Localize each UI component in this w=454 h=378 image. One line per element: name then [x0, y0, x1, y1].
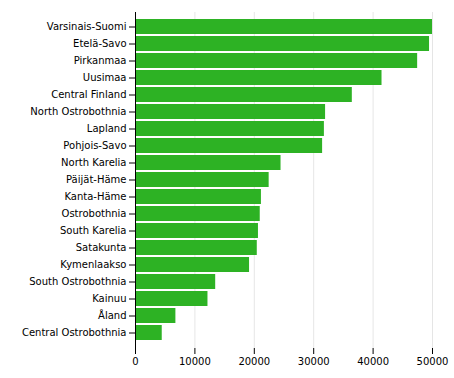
svg-text:Päijät-Häme: Päijät-Häme: [66, 174, 126, 185]
svg-text:Central Finland: Central Finland: [51, 89, 126, 100]
svg-text:Pirkanmaa: Pirkanmaa: [74, 55, 127, 66]
svg-text:20000: 20000: [238, 356, 270, 367]
svg-text:Uusimaa: Uusimaa: [83, 72, 127, 83]
svg-text:Åland: Åland: [98, 309, 126, 321]
svg-text:Lapland: Lapland: [87, 123, 127, 134]
svg-text:Central Ostrobothnia: Central Ostrobothnia: [22, 327, 127, 338]
svg-text:North Ostrobothnia: North Ostrobothnia: [30, 106, 126, 117]
svg-text:30000: 30000: [298, 356, 330, 367]
svg-text:Pohjois-Savo: Pohjois-Savo: [63, 140, 126, 151]
svg-text:Etelä-Savo: Etelä-Savo: [73, 38, 126, 49]
svg-text:South Karelia: South Karelia: [60, 225, 126, 236]
svg-text:Satakunta: Satakunta: [76, 242, 127, 253]
svg-text:Kainuu: Kainuu: [92, 293, 126, 304]
svg-text:0: 0: [132, 356, 138, 367]
svg-text:50000: 50000: [417, 356, 449, 367]
svg-text:Varsinais-Suomi: Varsinais-Suomi: [47, 21, 127, 32]
svg-text:Kanta-Häme: Kanta-Häme: [64, 191, 126, 202]
svg-text:10000: 10000: [179, 356, 211, 367]
svg-text:40000: 40000: [357, 356, 389, 367]
svg-text:South Ostrobothnia: South Ostrobothnia: [29, 276, 126, 287]
svg-text:Ostrobothnia: Ostrobothnia: [62, 208, 127, 219]
svg-text:North Karelia: North Karelia: [61, 157, 126, 168]
svg-text:Kymenlaakso: Kymenlaakso: [60, 259, 126, 270]
